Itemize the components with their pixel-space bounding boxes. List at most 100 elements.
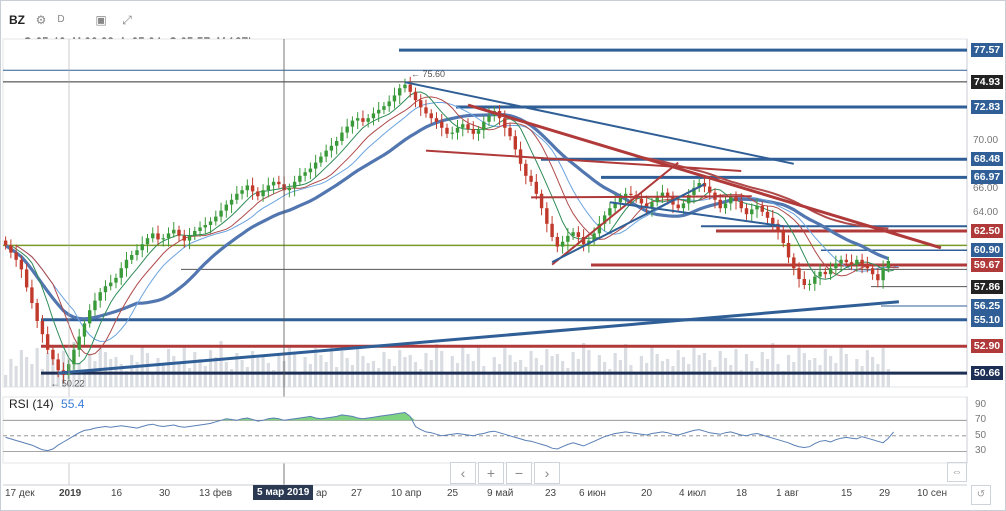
fit-scale-button[interactable]: ⇔	[947, 462, 967, 482]
candle-body	[3, 240, 8, 246]
time-tick: 25	[447, 488, 459, 499]
volume-bar	[545, 349, 549, 387]
volume-bar	[151, 374, 155, 387]
candle-body	[145, 238, 150, 245]
candle-body	[87, 310, 92, 324]
candle-body	[639, 198, 644, 204]
time-tick: 18	[736, 488, 748, 499]
candle-body	[172, 229, 176, 234]
volume-bar	[329, 346, 334, 387]
volume-bar	[739, 370, 743, 387]
time-tick: 17 дек	[5, 488, 35, 499]
candle-body	[844, 259, 849, 263]
candle-body	[644, 203, 649, 209]
volume-bar	[314, 348, 318, 387]
price-label: 60.90	[971, 243, 1003, 258]
candle-body	[45, 334, 50, 350]
volume-bar	[608, 369, 612, 387]
volume-bar	[645, 363, 649, 387]
volume-bar	[277, 354, 281, 387]
volume-bar	[161, 365, 165, 387]
candle-body	[650, 202, 654, 209]
volume-bar	[82, 370, 87, 387]
candle-body	[566, 235, 570, 242]
volume-bar	[335, 367, 339, 387]
volume-bar	[676, 350, 680, 387]
volume-bar	[613, 353, 617, 387]
scroll-back-button[interactable]: ‹	[450, 462, 476, 484]
price-label: 50.66	[971, 366, 1003, 381]
trend-line	[58, 300, 900, 375]
candle-body	[376, 109, 381, 114]
candle-body	[245, 185, 250, 191]
candle-body	[655, 197, 659, 203]
volume-bar	[744, 354, 749, 387]
candle-body	[151, 233, 155, 239]
price-tick: 70.00	[973, 135, 999, 146]
low-annotation: ← 50.22	[50, 378, 84, 388]
candle-body	[597, 223, 602, 234]
candle-body	[413, 91, 418, 101]
zoom-out-button[interactable]: −	[506, 462, 532, 484]
time-tick: 6 июн	[579, 488, 606, 499]
candle-body	[697, 183, 701, 188]
candle-body	[849, 262, 854, 265]
candle-body	[476, 130, 481, 134]
volume-bar	[166, 349, 171, 387]
candle-body	[24, 269, 29, 288]
candle-body	[687, 195, 691, 204]
reset-scale-button[interactable]: ↺	[971, 485, 991, 505]
candle-body	[870, 268, 875, 275]
volume-bar	[582, 343, 586, 387]
candle-body	[140, 244, 144, 251]
volume-bar	[881, 348, 885, 387]
candle-body	[760, 205, 764, 212]
volume-bar	[592, 371, 596, 387]
time-tick: 23	[545, 488, 557, 499]
gear-icon[interactable]: ⚙	[35, 13, 47, 27]
candle-body	[287, 187, 292, 191]
candle-body	[219, 210, 223, 217]
candle-body	[765, 211, 770, 218]
candle-body	[198, 227, 202, 231]
candle-body	[823, 271, 828, 275]
volume-bar	[876, 364, 880, 387]
volume-bar	[860, 366, 864, 387]
time-tick: ар	[316, 488, 328, 499]
candle-body	[266, 185, 271, 191]
candle-body	[56, 359, 60, 371]
volume-bar	[119, 364, 123, 387]
candle-body	[786, 243, 791, 258]
volume-bar	[219, 341, 223, 387]
volume-bar	[844, 354, 848, 387]
scroll-forward-button[interactable]: ›	[534, 462, 560, 484]
trend-line	[551, 183, 705, 264]
candle-body	[744, 208, 749, 215]
candle-body	[345, 126, 349, 133]
candle-body	[340, 132, 344, 141]
volume-bar	[702, 353, 707, 387]
price-label: 56.25	[971, 299, 1003, 313]
volume-bar	[35, 348, 39, 387]
candle-body	[135, 250, 139, 255]
candle-body	[9, 245, 13, 253]
candle-body	[51, 349, 55, 360]
candle-body	[482, 121, 486, 131]
volume-bar	[235, 353, 239, 387]
alligator-jaw	[15, 102, 900, 342]
candle-body	[581, 237, 586, 245]
volume-bar	[466, 354, 470, 387]
volume-bar	[849, 375, 854, 387]
candle-body	[382, 106, 386, 110]
compare-icon[interactable]: ▣	[95, 13, 107, 27]
symbol-label[interactable]: BZ	[9, 13, 25, 27]
candle-body	[750, 209, 754, 215]
volume-bar	[261, 356, 265, 387]
candle-body	[429, 113, 433, 119]
interval-button[interactable]: D	[57, 14, 65, 25]
zoom-in-button[interactable]: +	[478, 462, 504, 484]
candle-body	[277, 181, 281, 185]
fullscreen-icon[interactable]: ⤢	[122, 13, 132, 27]
volume-bar	[203, 366, 207, 387]
